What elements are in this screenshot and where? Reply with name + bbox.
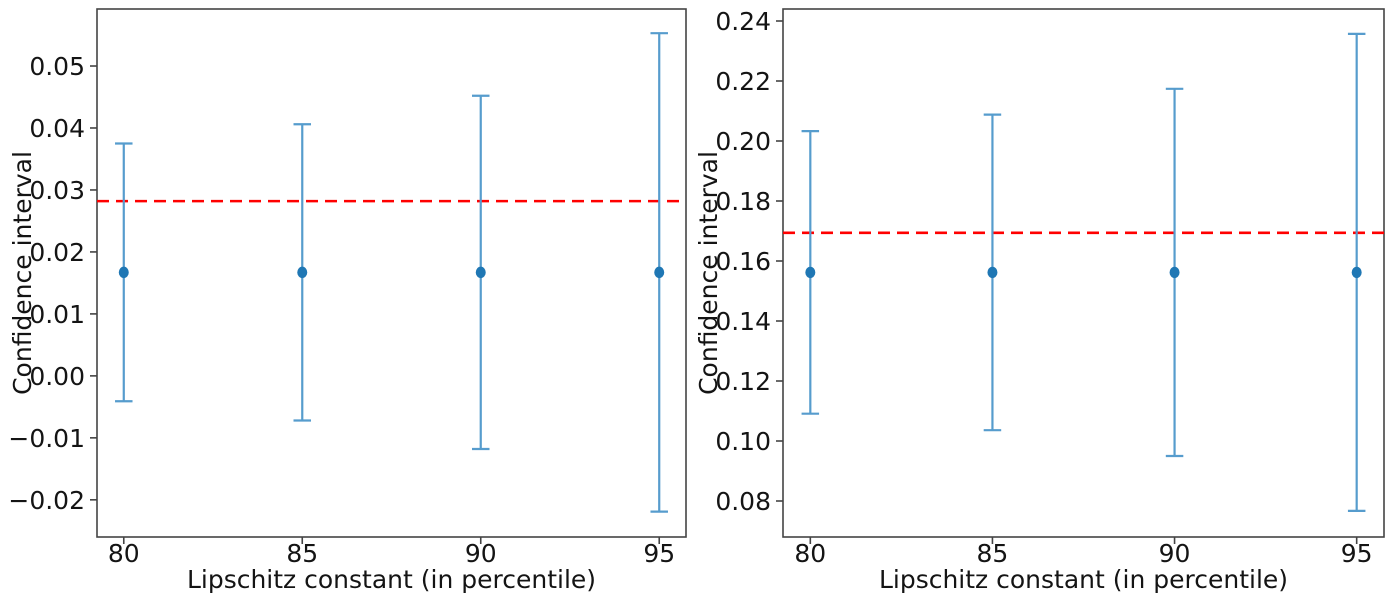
axes-spines [96,8,687,538]
data-point-marker [297,266,308,279]
x-tick-label: 95 [1341,539,1373,568]
data-point-marker [118,266,129,279]
y-tick-label: 0.04 [29,114,85,143]
y-axis-label: Confidence interval [694,151,723,395]
y-tick-label: 0.02 [29,238,85,267]
y-tick-label: 0.24 [715,7,771,36]
x-tick-label: 80 [108,539,140,568]
x-tick-label: 85 [286,539,318,568]
y-tick-label: 0.12 [715,367,771,396]
y-tick-label: 0.08 [715,487,771,516]
x-tick-label: 90 [465,539,497,568]
subplot-left: 0.05 0.04 0.03 0.02 0.01 0.00 −0.01 −0.02 80 85 90… [8,8,687,594]
data-point-marker [987,266,998,279]
y-tick-label: 0.16 [715,247,771,276]
y-tick-label: 0.03 [29,176,85,205]
data-point-marker [1351,266,1362,279]
x-tick-label: 95 [643,539,675,568]
x-axis-label: Lipschitz constant (in percentile) [879,565,1288,594]
data-point-marker [1169,266,1180,279]
x-tick-label: 80 [794,539,826,568]
y-tick-label: 0.22 [715,67,771,96]
y-tick-label: 0.05 [29,52,85,81]
data-point-marker [654,266,665,279]
y-tick-label: 0.18 [715,187,771,216]
x-tick-label: 90 [1159,539,1191,568]
data-point-marker [475,266,486,279]
axes-spines [782,8,1385,538]
y-tick-label: 0.20 [715,127,771,156]
data-point-marker [805,266,816,279]
y-tick-label: −0.01 [8,424,85,453]
x-tick-label: 85 [977,539,1009,568]
y-tick-label: −0.02 [8,486,85,515]
y-tick-label: 0.01 [29,300,85,329]
subplot-right: 0.24 0.22 0.20 0.18 0.16 0.14 0.12 0.10 0.08 80 85… [694,7,1385,594]
y-tick-label: 0.10 [715,427,771,456]
y-tick-label: 0.00 [29,362,85,391]
y-tick-label: 0.14 [715,307,771,336]
y-axis-label: Confidence interval [8,151,37,395]
x-axis-label: Lipschitz constant (in percentile) [187,565,596,594]
